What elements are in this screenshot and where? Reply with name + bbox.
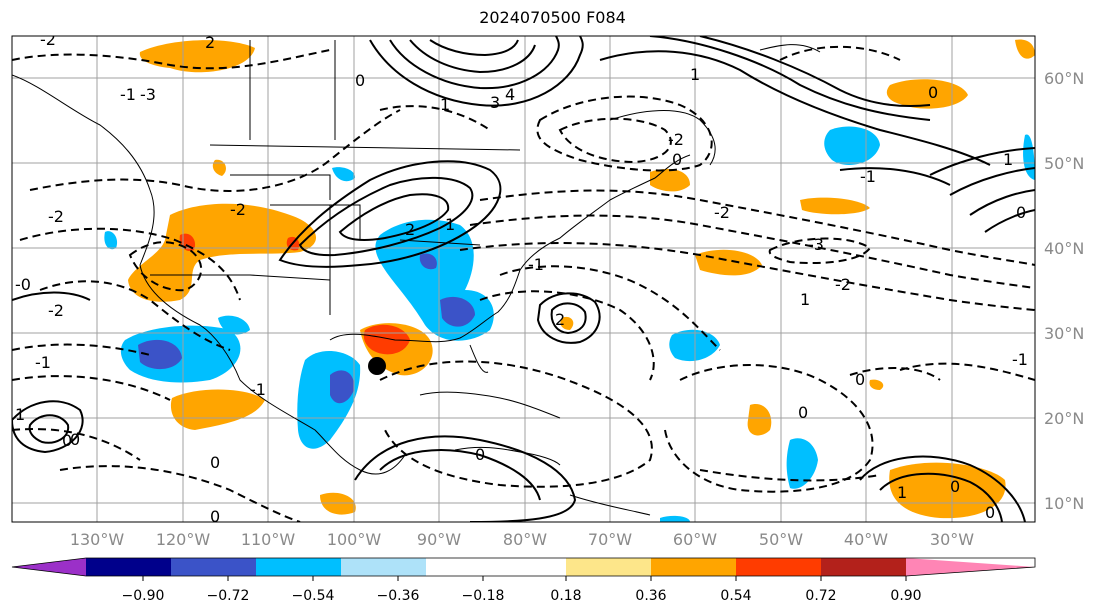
latitude-axis: 60°N 50°N 40°N 30°N 20°N 10°N [1044,69,1084,513]
contour-label: -1 [528,255,544,274]
latitude-label: 30°N [1044,324,1084,343]
latitude-label: 40°N [1044,239,1084,258]
latitude-label: 20°N [1044,409,1084,428]
colorbar-segment [426,558,566,576]
contour-label: 0 [475,445,485,464]
contour-label: -2 [40,30,56,49]
contour-label: 0 [70,430,80,449]
colorbar-tick-label: 0.18 [550,588,581,604]
colorbar-segment [651,558,736,576]
contour-label: 1 [1003,150,1013,169]
contour-label: -2 [230,200,246,219]
colorbar-segment [12,558,86,576]
contour-label: -1 [250,380,266,399]
contour-label: 0 [210,453,220,472]
contour-label: 2 [205,33,215,52]
colorbar-tick-label: −0.54 [292,588,335,604]
contour-label: -1 [860,167,876,186]
longitude-label: 90°W [417,530,461,549]
contour-label: 2 [405,220,415,239]
longitude-label: 70°W [588,530,632,549]
contour-label: 1 [445,215,455,234]
colorbar-segment [906,558,1035,576]
contour-label: -1 [120,85,136,104]
colorbar-segment [256,558,341,576]
contour-label: 0 [62,431,72,450]
contour-label: 2 [555,310,565,329]
contour-label: -1 [35,353,51,372]
colorbar-tick-label: 0.90 [890,588,921,604]
contour-label: 1 [440,95,450,114]
contour-label: 0 [210,507,220,526]
contour-label: 4 [505,85,515,104]
longitude-label: 110°W [241,530,296,549]
colorbar-segment [566,558,651,576]
negative-contours [12,45,1035,522]
contour-label: 0 [950,477,960,496]
longitude-axis: 130°W 120°W 110°W 100°W 90°W 80°W 70°W 6… [70,530,974,549]
longitude-label: 130°W [70,530,125,549]
longitude-label: 80°W [503,530,547,549]
colorbar-tick-label: 0.36 [635,588,666,604]
longitude-label: 60°W [673,530,717,549]
latitude-label: 60°N [1044,69,1084,88]
colorbar-tick-label: −0.18 [462,588,505,604]
colorbar-tick-label: −0.36 [377,588,420,604]
positive-contours [12,36,1035,522]
longitude-label: 120°W [156,530,211,549]
map-title: 2024070500 F084 [479,8,626,27]
contour-label: -2 [668,130,684,149]
positive-anomaly-shading [128,39,1035,519]
longitude-label: 30°W [930,530,974,549]
colorbar-tick-label: 0.72 [805,588,836,604]
contour-label: 0 [928,83,938,102]
contour-label: 1 [690,65,700,84]
contour-label: 0 [855,370,865,389]
contour-label: 1 [800,290,810,309]
colorbar-segment [736,558,821,576]
colorbar: −0.90 −0.72 −0.54 −0.36 −0.18 0.18 0.36 … [11,557,1036,604]
contour-label: -3 [140,85,156,104]
contour-label: 1 [15,405,25,424]
graticule [12,36,1035,522]
contour-label: 0 [985,503,995,522]
longitude-label: 50°W [759,530,803,549]
colorbar-segment [821,558,906,576]
contour-label: 0 [355,71,365,90]
contour-labels: -2 2 -3 3 4 0 -1 1 -2 0 -1 1 2 -2 0 -3 -… [15,30,1028,526]
colorbar-tick-label: −0.90 [122,588,165,604]
contour-label: -2 [835,275,851,294]
map-frame [11,35,1036,523]
contour-label: 0 [798,403,808,422]
contour-label: 0 [672,150,682,169]
colorbar-segment [86,558,171,576]
contour-label: -2 [714,203,730,222]
latitude-label: 50°N [1044,154,1084,173]
contour-label: 1 [897,483,907,502]
colorbar-segment [341,558,426,576]
colorbar-tick-label: 0.54 [720,588,751,604]
contour-label: -2 [48,301,64,320]
contour-label: -0 [15,275,31,294]
contour-label: -1 [1012,350,1028,369]
latitude-label: 10°N [1044,494,1084,513]
colorbar-tick-label: −0.72 [207,588,250,604]
longitude-label: 40°W [844,530,888,549]
strong-negative-anomaly-shading [138,253,475,404]
colorbar-segment [171,558,256,576]
contour-label: 0 [1016,203,1026,222]
contour-label: -2 [48,207,64,226]
contour-label: -3 [808,235,824,254]
map-panel: -2 2 -3 3 4 0 -1 1 -2 0 -1 1 2 -2 0 -3 -… [12,30,1035,526]
longitude-label: 100°W [327,530,382,549]
contour-label: 3 [490,93,500,112]
storm-center-marker [368,357,386,375]
